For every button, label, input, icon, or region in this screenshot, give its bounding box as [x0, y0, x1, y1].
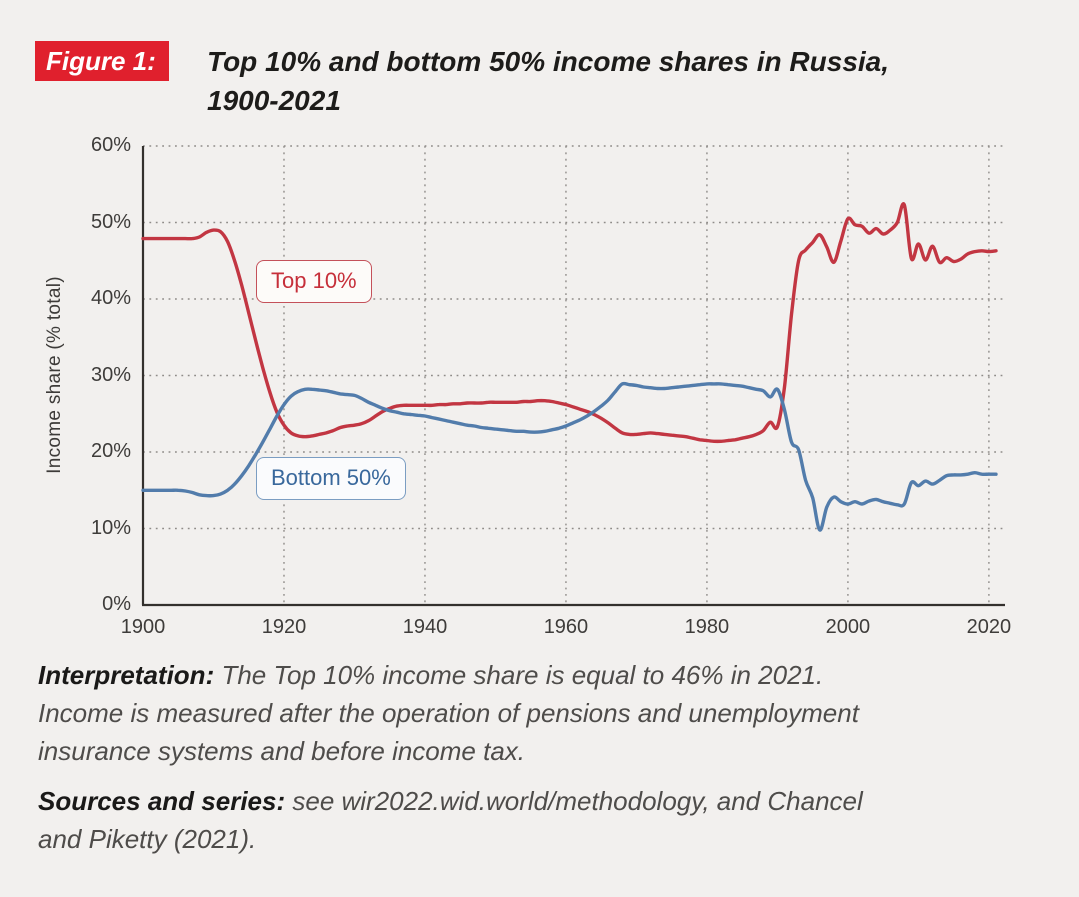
interpretation-label: Interpretation:: [38, 660, 215, 690]
x-tick-label: 2000: [825, 616, 871, 638]
series-label-top-10: Top 10%: [256, 260, 372, 303]
sources-label: Sources and series:: [38, 786, 286, 816]
interpretation-note: Interpretation: The Top 10% income share…: [38, 656, 883, 770]
x-tick-label: 1920: [261, 616, 307, 638]
series-line-top-10: [141, 202, 998, 444]
y-tick-label: 30%: [90, 363, 131, 386]
y-tick-label: 10%: [90, 516, 131, 539]
sources-text: see wir2022.wid.world/methodology, and C…: [38, 786, 863, 854]
y-tick-label: 50%: [90, 210, 131, 233]
figure-title: Top 10% and bottom 50% income shares in …: [207, 46, 890, 116]
interpretation-text: The Top 10% income share is equal to 46%…: [38, 660, 859, 766]
figure-notes: Interpretation: The Top 10% income share…: [38, 656, 883, 858]
y-tick-label: 0%: [102, 593, 131, 616]
x-tick-label: 1940: [402, 616, 448, 638]
x-tick-label: 1900: [120, 616, 166, 638]
x-tick-label: 1980: [684, 616, 730, 638]
y-tick-label: 40%: [90, 287, 131, 310]
sources-note: Sources and series: see wir2022.wid.worl…: [38, 782, 883, 858]
x-tick-label: 1960: [543, 616, 589, 638]
y-tick-label: 20%: [90, 440, 131, 463]
y-tick-label: 60%: [90, 134, 131, 157]
x-tick-label: 2020: [966, 616, 1012, 638]
figure-label: Figure 1:: [35, 41, 169, 81]
series-label-bottom-50: Bottom 50%: [256, 457, 406, 500]
